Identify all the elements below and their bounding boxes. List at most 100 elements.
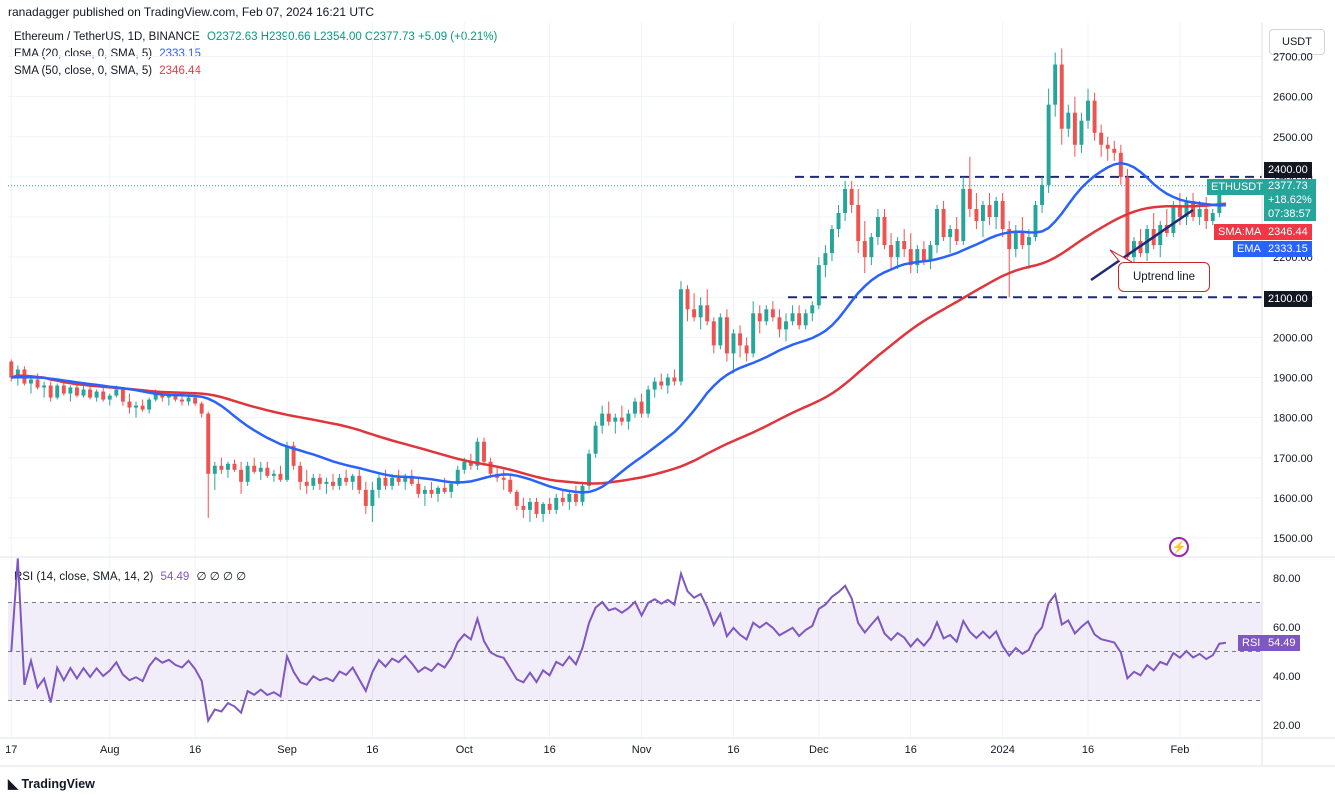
time-tick-label: Oct: [456, 744, 473, 756]
candle-body: [967, 188, 972, 209]
legend-symbol-row: Ethereum / TetherUS, 1D, BINANCE O2372.6…: [14, 31, 497, 43]
candle-body: [1210, 212, 1215, 222]
candle-body: [212, 465, 217, 474]
tradingview-logo-icon: ◣: [8, 776, 18, 791]
candle-body: [527, 501, 532, 510]
price-tick-label: 2600.00: [1273, 92, 1313, 104]
candle-body: [1092, 100, 1097, 133]
candle-body: [797, 313, 802, 326]
candle-body: [337, 477, 342, 486]
candle-body: [147, 399, 152, 410]
candle-body: [1040, 184, 1045, 205]
candle-body: [508, 479, 513, 492]
candle-body: [501, 477, 506, 480]
candle-body: [74, 387, 79, 396]
candle-body: [954, 229, 959, 242]
axes: 1500.00 1600.00 1700.00 1800.00 1900.00 2000.…: [0, 22, 1335, 767]
candle-body: [757, 313, 762, 322]
candle-body: [1204, 208, 1209, 222]
candle-body: [948, 229, 953, 238]
candle-body: [1020, 233, 1025, 246]
footer-brand: TradingView: [21, 777, 95, 791]
candle-body: [94, 391, 99, 398]
ema-value-tag: 2333.15: [1264, 241, 1312, 257]
candle-body: [593, 425, 598, 454]
candle-body: [344, 477, 349, 482]
candle-body: [744, 345, 749, 354]
sma-tag: SMA:MA: [1214, 224, 1266, 240]
candle-body: [101, 391, 106, 400]
candle-body: [751, 313, 756, 354]
candle-body: [403, 475, 408, 482]
price-tick-label: 1900.00: [1273, 373, 1313, 385]
candle-body: [915, 249, 920, 266]
candle-body: [173, 395, 178, 400]
symbol-tag: ETHUSDT: [1207, 179, 1267, 195]
candle-body: [140, 405, 145, 410]
candle-body: [488, 461, 493, 474]
uptrend-line: [1090, 208, 1194, 282]
candle-body: [390, 477, 395, 486]
candle-body: [941, 208, 946, 238]
candle-body: [239, 469, 244, 482]
candle-body: [961, 188, 966, 242]
candle-body: [698, 305, 703, 318]
last-price: 2377.73: [1268, 180, 1308, 192]
legend-symbol[interactable]: Ethereum / TetherUS, 1D, BINANCE: [14, 31, 200, 43]
candle-body: [862, 241, 867, 258]
candle-body: [738, 333, 743, 346]
lightning-icon[interactable]: ⚡: [1169, 537, 1189, 557]
candle-body: [692, 309, 697, 318]
price-tick-label: 1700.00: [1273, 453, 1313, 465]
candle-body: [199, 403, 204, 414]
candle-body: [107, 395, 112, 400]
candle-body: [232, 463, 237, 470]
candle-body: [48, 385, 53, 398]
candle-body: [600, 413, 605, 426]
candle-body: [114, 389, 119, 396]
time-tick-label: Dec: [809, 744, 829, 756]
candle-body: [567, 493, 572, 502]
candle-body: [1112, 148, 1117, 153]
candle-body: [560, 497, 565, 502]
currency-button[interactable]: USDT: [1269, 29, 1325, 55]
candle-body: [1079, 120, 1084, 145]
candle-body: [619, 417, 624, 422]
candle-body: [705, 305, 710, 322]
candle-body: [376, 477, 381, 490]
candle-body: [836, 212, 841, 230]
candle-body: [219, 465, 224, 470]
candle-body: [724, 317, 729, 354]
candle-body: [166, 395, 171, 398]
rsi-tag: RSI: [1238, 635, 1265, 651]
legend-sma-row[interactable]: SMA (50, close, 0, SMA, 5) 2346.44: [14, 65, 201, 77]
candle-body: [987, 204, 992, 217]
candle-body: [304, 481, 309, 486]
candle-body: [843, 188, 848, 213]
candle-body: [324, 481, 329, 484]
candle-body: [633, 401, 637, 414]
candle-body: [180, 399, 184, 402]
candle-body: [1197, 208, 1202, 217]
price-change: +18.62%: [1268, 194, 1312, 206]
candle-body: [895, 241, 900, 258]
candle-body: [462, 461, 467, 470]
candle-body: [81, 389, 86, 396]
candle-body: [1046, 104, 1051, 185]
candle-body: [127, 401, 132, 408]
candle-body: [278, 473, 283, 480]
time-tick-label: 16: [727, 744, 739, 756]
legend-rsi-row[interactable]: RSI (14, close, SMA, 14, 2) 54.49 ∅ ∅ ∅ …: [14, 569, 246, 583]
candle-body: [482, 441, 486, 462]
candle-body: [521, 505, 526, 510]
candle-body: [829, 229, 834, 254]
candle-body: [449, 483, 454, 492]
footer-brand-row[interactable]: ◣ TradingView: [8, 776, 95, 792]
candle-body: [652, 381, 657, 390]
time-tick-label: 16: [366, 744, 378, 756]
candle-body: [902, 241, 907, 250]
candle-body: [928, 245, 933, 262]
moving-averages: [10, 161, 1227, 494]
legend-ohlc: O2372.63 H2390.66 L2354.00 C2377.73 +5.0…: [206, 31, 498, 43]
